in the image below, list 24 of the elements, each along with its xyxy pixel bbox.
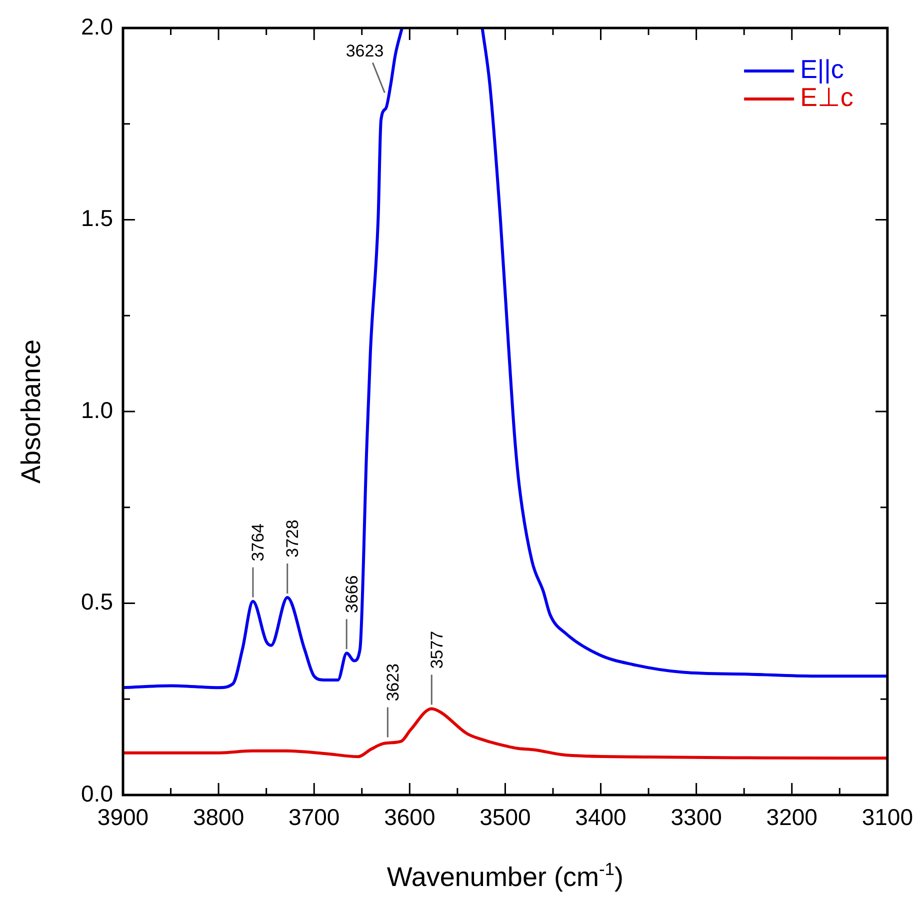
line-series xyxy=(123,707,888,760)
y-tick-label: 1.0 xyxy=(81,396,113,423)
legend-label: E||c xyxy=(800,54,844,84)
annotation: 3623 xyxy=(383,663,402,702)
x-tick-label: 3300 xyxy=(670,804,722,830)
annotation: 3666 xyxy=(342,575,362,614)
x-tick-label: 3900 xyxy=(97,804,149,830)
annotation: 3764 xyxy=(248,524,268,562)
y-axis-title: Absorbance xyxy=(16,339,46,484)
y-tick-label: 2.0 xyxy=(81,13,113,40)
x-tick-label: 3400 xyxy=(575,804,626,830)
y-tick-label: 0.0 xyxy=(81,780,113,806)
annotation: 3728 xyxy=(283,520,302,558)
x-tick-label: 3100 xyxy=(862,804,914,830)
annotation: 3577 xyxy=(427,630,446,669)
annotation: 3623 xyxy=(346,42,384,61)
x-tick-label: 3700 xyxy=(288,804,340,830)
x-tick-label: 3800 xyxy=(192,804,244,830)
x-tick-label: 3500 xyxy=(480,804,531,830)
x-tick-label: 3200 xyxy=(766,804,818,830)
legend-label: E⊥c xyxy=(800,82,854,112)
y-tick-label: 1.5 xyxy=(81,205,113,232)
x-tick-label: 3600 xyxy=(384,804,436,830)
y-tick-label: 0.5 xyxy=(81,588,113,615)
